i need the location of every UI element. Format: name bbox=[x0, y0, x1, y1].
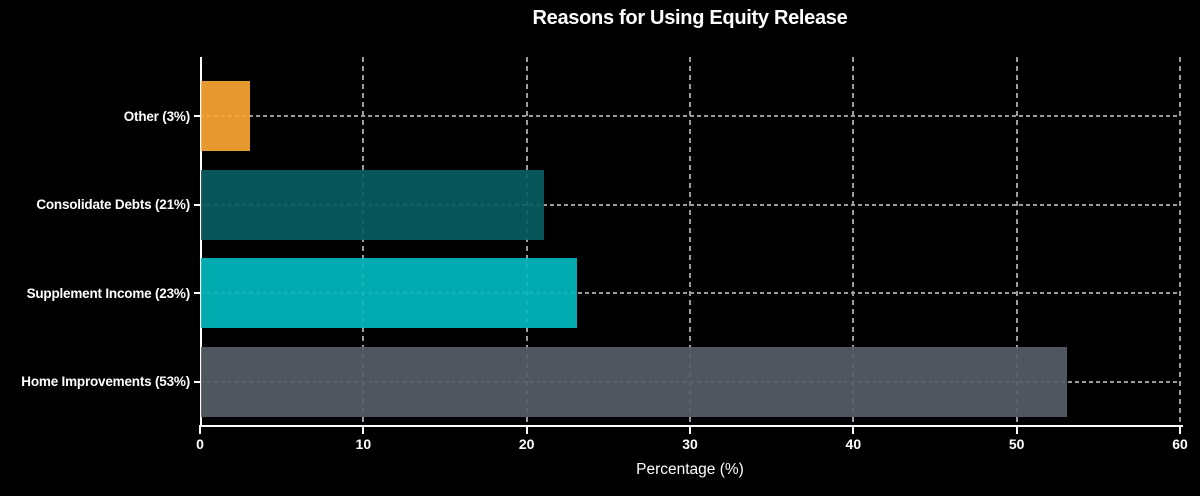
category-label-supplement-income: Supplement Income (23%) bbox=[26, 285, 191, 301]
y-axis-tick bbox=[194, 203, 200, 206]
y-axis-labels: Other (3%) Consolidate Debts (21%) Supplem… bbox=[0, 57, 190, 426]
x-tick-label: 30 bbox=[682, 436, 698, 452]
vertical-gridline bbox=[689, 57, 691, 426]
vertical-gridlines bbox=[200, 57, 1181, 426]
category-label-other: Other (3%) bbox=[123, 108, 190, 124]
bar-supplement-income bbox=[201, 258, 577, 329]
horizontal-gridline bbox=[200, 292, 1180, 295]
category-label-consolidate-debts: Consolidate Debts (21%) bbox=[36, 197, 190, 213]
x-tick-label: 60 bbox=[1172, 436, 1188, 452]
bar-row-supplement-income bbox=[200, 249, 1180, 338]
x-axis-tick bbox=[1179, 427, 1181, 434]
y-axis-line bbox=[200, 57, 202, 426]
chart-title: Reasons for Using Equity Release bbox=[532, 7, 848, 29]
horizontal-gridline bbox=[200, 115, 1180, 118]
x-axis-tick bbox=[1015, 427, 1018, 434]
x-tick-label: 50 bbox=[1008, 436, 1025, 452]
vertical-gridline bbox=[1179, 57, 1181, 426]
vertical-gridline bbox=[1015, 57, 1018, 426]
x-axis-tick bbox=[852, 427, 855, 434]
bar-other bbox=[201, 81, 250, 152]
x-tick-label: 40 bbox=[845, 436, 862, 452]
bar-row-other bbox=[200, 72, 1180, 161]
vertical-gridline bbox=[525, 57, 528, 426]
x-axis-tick bbox=[362, 427, 365, 434]
category-label-home-improvements: Home Improvements (53%) bbox=[21, 374, 190, 390]
x-axis-title: Percentage (%) bbox=[636, 461, 744, 478]
plot-area bbox=[194, 57, 1181, 426]
vertical-gridline bbox=[852, 57, 855, 426]
x-axis-tick-labels: 0 10 20 30 40 50 60 bbox=[196, 436, 1188, 454]
x-tick-label: 20 bbox=[518, 436, 535, 452]
bars-layer bbox=[200, 72, 1180, 426]
vertical-gridline bbox=[362, 57, 365, 426]
x-axis-tick bbox=[689, 427, 691, 434]
horizontal-gridline bbox=[200, 203, 1180, 206]
x-tick-label: 0 bbox=[196, 436, 204, 452]
bar-home-improvements bbox=[201, 346, 1067, 417]
x-axis-line bbox=[199, 425, 1183, 427]
x-axis-tick bbox=[199, 427, 201, 434]
y-axis-tick bbox=[194, 380, 200, 383]
x-axis-tick bbox=[525, 427, 528, 434]
bar-row-home-improvements bbox=[200, 338, 1180, 427]
bar-consolidate-debts bbox=[201, 169, 544, 240]
y-axis-tick bbox=[194, 292, 200, 295]
y-axis-ticks bbox=[194, 57, 1180, 426]
bar-row-consolidate-debts bbox=[200, 161, 1180, 250]
x-tick-label: 10 bbox=[355, 436, 372, 452]
y-axis-tick bbox=[194, 115, 200, 118]
x-axis-ticks bbox=[199, 427, 1181, 434]
